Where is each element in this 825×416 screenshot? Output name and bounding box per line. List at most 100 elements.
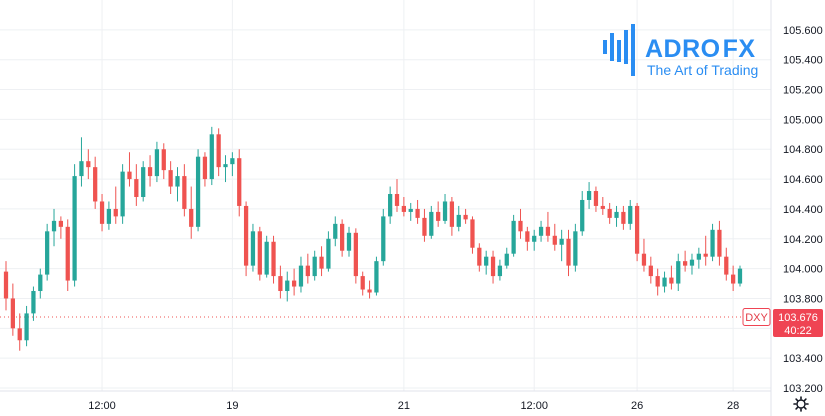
candle [586,182,592,209]
candle-body [278,276,283,292]
candle-body [291,280,297,287]
candle-body [724,256,729,275]
candle-body [305,265,310,277]
candle-body [93,167,98,202]
candle [415,199,420,224]
candle-body [655,276,660,287]
candle [470,216,475,254]
candle-body [374,261,379,293]
candle [600,196,605,215]
candle-body [326,238,331,269]
y-tick-label: 103.800 [783,293,823,305]
candle-body [429,211,434,236]
candle [559,229,564,262]
candle [333,216,338,247]
candle [264,235,269,278]
candle [737,265,743,287]
candle-body [689,259,695,266]
candle [243,201,249,277]
candle-body [717,229,722,257]
y-tick-label: 105.600 [783,25,823,37]
candle [607,202,612,224]
candle-body [381,216,386,262]
candle-body [134,179,139,197]
candle-body [504,253,509,266]
candle [141,161,146,202]
brand-logo: ADROFX The Art of Trading [603,24,758,78]
candle-body [436,211,441,221]
candle [271,235,276,284]
candle [353,228,358,284]
candle [38,268,43,299]
candle-body [257,231,262,275]
candle [573,223,578,272]
candle [381,208,386,266]
candle-body [497,265,503,277]
symbol-name: DXY [745,312,768,324]
candle [45,223,50,281]
candle [134,164,139,206]
candle-body [79,161,84,177]
candle-body [223,164,228,168]
candle-body [340,223,345,251]
candle [58,216,64,239]
candle [497,259,503,281]
candle [669,265,674,290]
candle-body [31,291,36,314]
candle [65,219,70,292]
candle-body [58,220,64,227]
candle-body [189,208,194,227]
candle-body [634,205,640,254]
candle-body [628,205,633,224]
candle-body [490,256,496,277]
candle [291,268,297,296]
candle [696,247,701,269]
candle [367,280,372,299]
gear-icon[interactable] [793,396,809,412]
candle-body [168,170,173,187]
candle [621,205,626,230]
candle [285,271,290,302]
candle-body [3,271,9,299]
candle-body [408,208,413,212]
candle-body [600,205,605,209]
candle [17,313,22,351]
y-tick-label: 103.200 [783,383,823,395]
y-tick-label: 104.800 [783,144,823,156]
y-tick-label: 104.000 [783,264,823,276]
candle [195,149,201,232]
candle [3,261,9,311]
last-price-tag-box [773,308,823,337]
candle [525,226,530,251]
candle-body [285,280,290,292]
candle-body [264,241,269,275]
last-price-value: 103.676 [778,312,818,324]
candle [189,186,194,239]
candle [477,243,482,272]
candle [257,226,262,281]
candle [634,202,640,262]
candle [545,211,551,242]
candle-body [662,277,667,287]
candle [237,149,242,217]
candle [202,152,208,187]
candle [24,305,29,347]
candle-body [86,161,91,168]
candle-body [38,274,43,292]
candle-body [415,208,420,218]
candle-body [566,238,571,266]
candle-body [271,241,276,277]
candle-body [230,158,235,165]
symbol-label: DXY [742,307,771,326]
candle [580,191,585,236]
candle-body [312,256,317,277]
candle [511,214,516,257]
candle-body [710,229,715,257]
candle-body [319,256,324,269]
candle [538,220,544,242]
candle [552,223,557,251]
candle [490,250,496,284]
candle-body [346,232,352,251]
